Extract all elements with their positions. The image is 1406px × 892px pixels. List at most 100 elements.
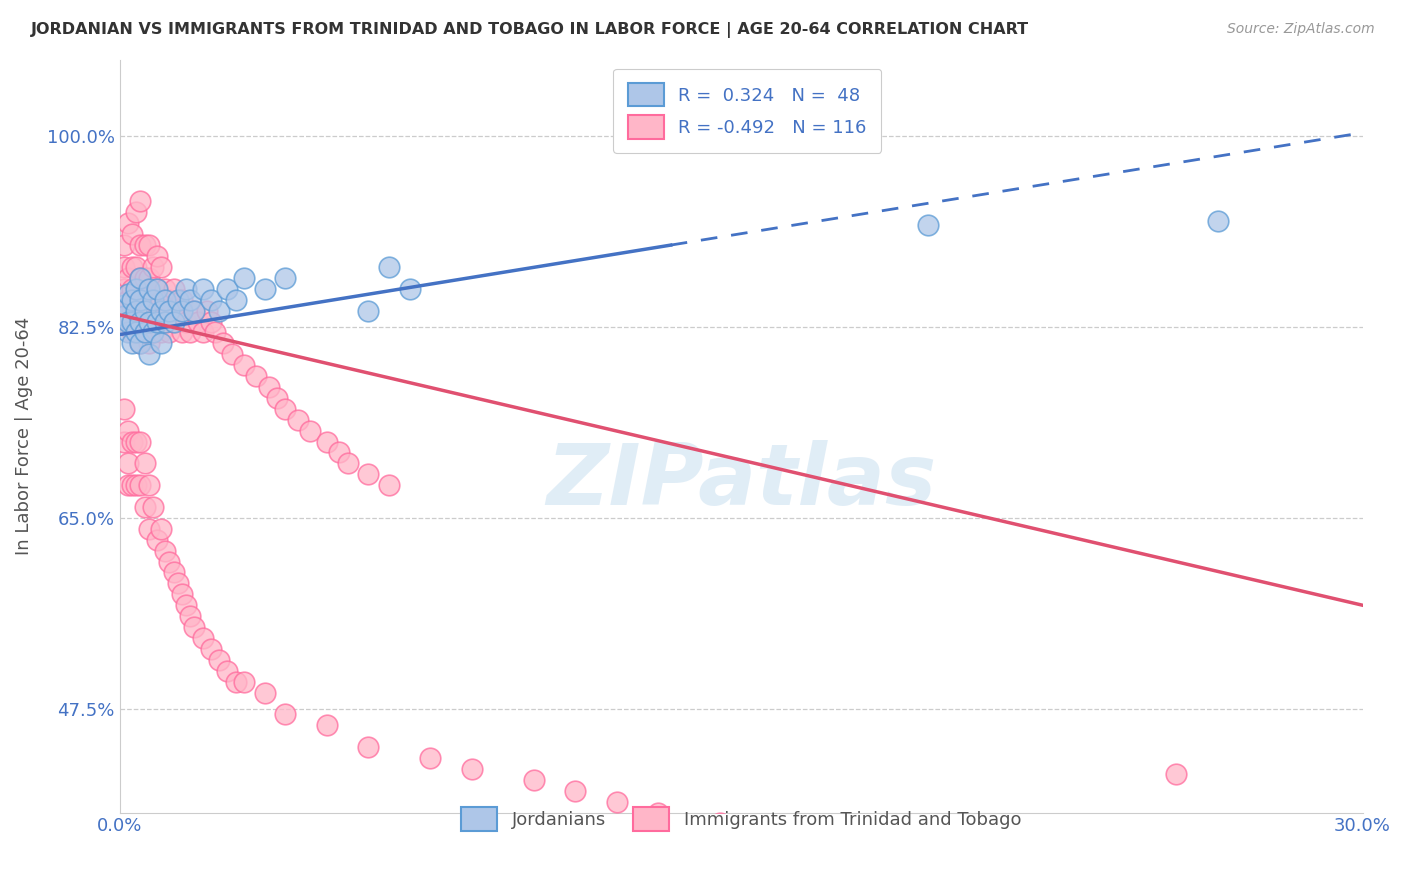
Point (166, 303, 188, 318)
Point (121, 336, 143, 351)
Point (159, 326, 181, 340)
Point (134, 270, 156, 285)
Point (647, 805, 669, 820)
Point (299, 424, 322, 438)
Point (245, 369, 267, 384)
Point (134, 326, 156, 340)
Point (208, 303, 231, 318)
Point (183, 620, 205, 634)
Point (129, 478, 152, 492)
Point (179, 609, 201, 624)
Point (112, 298, 135, 312)
Point (142, 326, 165, 340)
Point (121, 303, 143, 318)
Point (134, 500, 156, 514)
Point (233, 358, 256, 372)
Point (146, 249, 169, 263)
Point (121, 478, 143, 492)
Point (357, 467, 380, 482)
Point (523, 772, 546, 787)
Point (257, 380, 280, 394)
Point (142, 500, 165, 514)
Point (142, 293, 165, 307)
Legend: Jordanians, Immigrants from Trinidad and Tobago: Jordanians, Immigrants from Trinidad and… (447, 793, 1036, 845)
Point (125, 260, 148, 274)
Point (125, 205, 148, 219)
Point (150, 303, 173, 318)
Point (159, 555, 181, 569)
Point (162, 314, 184, 328)
Point (191, 631, 214, 645)
Point (142, 260, 165, 274)
Point (378, 260, 401, 274)
Point (112, 303, 135, 318)
Point (121, 227, 143, 242)
Point (709, 816, 731, 830)
Point (357, 303, 380, 318)
Point (138, 336, 160, 351)
Point (170, 293, 193, 307)
Point (125, 434, 148, 449)
Y-axis label: In Labor Force | Age 20-64: In Labor Force | Age 20-64 (15, 317, 32, 555)
Point (174, 599, 197, 613)
Point (138, 478, 160, 492)
Point (125, 293, 148, 307)
Point (187, 314, 209, 328)
Point (166, 576, 188, 591)
Point (1166, 767, 1188, 781)
Point (125, 326, 148, 340)
Point (117, 314, 139, 328)
Point (1206, 214, 1229, 228)
Point (274, 707, 297, 722)
Point (225, 674, 247, 689)
Point (138, 347, 160, 361)
Point (166, 293, 188, 307)
Point (208, 653, 231, 667)
Point (357, 740, 380, 755)
Point (217, 664, 239, 678)
Text: ZIPatlas: ZIPatlas (546, 440, 936, 523)
Point (150, 336, 173, 351)
Point (121, 434, 143, 449)
Point (138, 238, 160, 252)
Point (117, 314, 139, 328)
Point (129, 314, 152, 328)
Point (121, 260, 143, 274)
Point (183, 303, 205, 318)
Point (138, 522, 160, 536)
Point (117, 270, 139, 285)
Point (170, 587, 193, 601)
Point (112, 309, 135, 323)
Point (253, 685, 276, 699)
Point (159, 303, 181, 318)
Point (129, 270, 152, 285)
Point (112, 434, 135, 449)
Point (134, 326, 156, 340)
Point (155, 543, 177, 558)
Point (233, 270, 256, 285)
Point (121, 293, 143, 307)
Point (315, 434, 337, 449)
Point (461, 762, 484, 776)
Point (233, 674, 256, 689)
Point (125, 282, 148, 296)
Point (117, 478, 139, 492)
Point (150, 260, 173, 274)
Point (225, 293, 247, 307)
Point (155, 293, 177, 307)
Point (138, 270, 160, 285)
Point (398, 282, 420, 296)
Point (146, 282, 169, 296)
Point (855, 838, 877, 853)
Point (191, 282, 214, 296)
Point (195, 303, 218, 318)
Point (138, 303, 160, 318)
Point (204, 326, 226, 340)
Point (253, 282, 276, 296)
Point (121, 326, 143, 340)
Point (150, 522, 173, 536)
Point (274, 270, 297, 285)
Point (336, 456, 359, 470)
Point (183, 303, 205, 318)
Text: JORDANIAN VS IMMIGRANTS FROM TRINIDAD AND TOBAGO IN LABOR FORCE | AGE 20-64 CORR: JORDANIAN VS IMMIGRANTS FROM TRINIDAD AN… (31, 22, 1029, 38)
